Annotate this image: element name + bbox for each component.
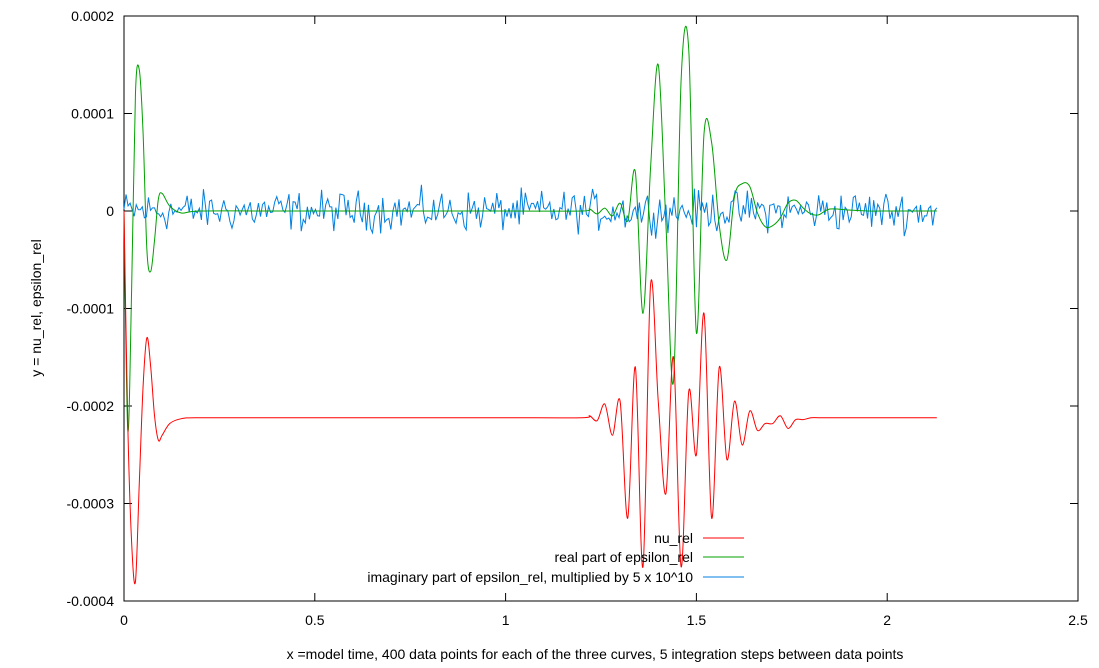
x-tick-label: 1.5 [687,612,707,628]
y-tick-label: 0.0002 [71,8,114,24]
x-axis-ticks: 0 0.5 1 1.5 2 2.5 [120,16,1088,628]
y-tick-label: -0.0001 [67,301,115,317]
y-axis-ticks: 0.0002 0.0001 0 -0.0001 -0.0002 -0.0003 -0.000… [67,8,1078,609]
x-tick-label: 0 [120,612,128,628]
x-tick-label: 1 [502,612,510,628]
y-axis-title: y = nu_rel, epsilon_rel [28,239,44,376]
y-tick-label: -0.0003 [67,496,115,512]
series-line-nu-rel [123,210,937,585]
legend-label: nu_rel [654,530,693,546]
legend-label: imaginary part of epsilon_rel, multiplie… [367,569,693,585]
x-tick-label: 0.5 [305,612,325,628]
x-axis-title: x =model time, 400 data points for each … [287,646,904,662]
y-tick-label: -0.0004 [67,593,115,609]
series-layer [123,25,938,585]
y-tick-label: 0.0001 [71,106,114,122]
series-line-imaginary-epsilon [123,184,938,239]
plot-frame [123,15,1079,602]
y-tick-label: 0 [106,203,114,219]
legend-label: real part of epsilon_rel [554,549,693,565]
y-tick-label: -0.0002 [67,398,115,414]
x-tick-label: 2.5 [1068,612,1088,628]
series-line-real-epsilon [123,25,937,432]
x-tick-label: 2 [883,612,891,628]
